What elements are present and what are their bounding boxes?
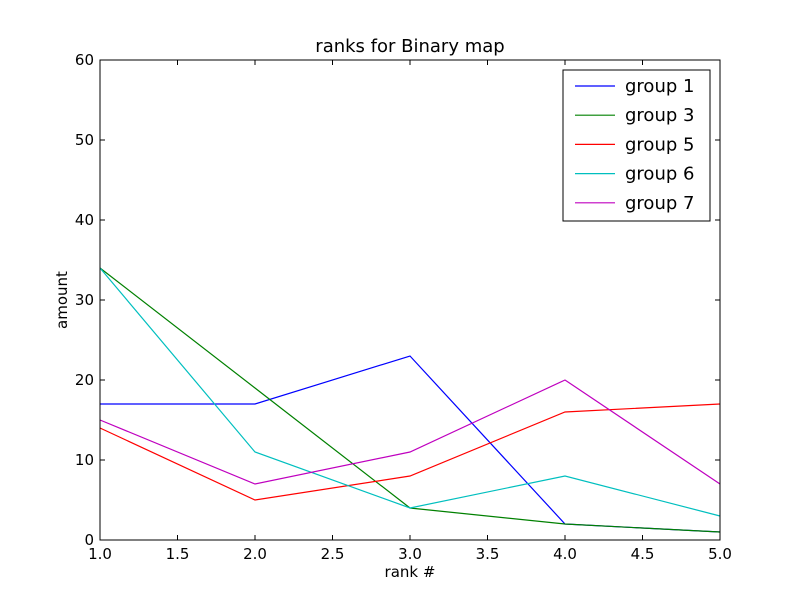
y-tick-label: 60 [75, 51, 94, 69]
series-line-1 [100, 355, 721, 533]
series-line-5 [99, 379, 721, 485]
x-tick-label: 3.0 [398, 545, 422, 563]
plot-frame [99, 59, 721, 541]
y-tick-label: 30 [75, 291, 94, 309]
y-tick-label: 10 [75, 451, 94, 469]
legend-label-5: group 7 [625, 193, 694, 214]
chart-title: ranks for Binary map [315, 36, 504, 57]
x-tick-label: 4.0 [553, 545, 577, 563]
y-tick-label: 0 [84, 531, 94, 549]
y-axis-title: amount [53, 271, 71, 329]
legend: group 1 group 3 group 5 group 6 group 7 [562, 69, 711, 222]
legend-label-3: group 5 [625, 134, 694, 155]
legend-label-1: group 1 [625, 76, 694, 97]
y-tick-label: 50 [75, 131, 94, 149]
ticks-layer: 1.0 1.5 2.0 2.5 3.0 3.5 4.0 4.5 5.0 0 10 20 30 40 50 60 [75, 51, 732, 563]
series-line-4 [99, 267, 721, 517]
x-tick-label: 5.0 [708, 545, 732, 563]
x-tick-label: 2.5 [321, 545, 345, 563]
legend-label-4: group 6 [625, 164, 694, 185]
x-axis-title: rank # [385, 563, 436, 581]
series-line-3 [99, 403, 721, 501]
series-layer [99, 267, 721, 533]
legend-box [562, 69, 711, 222]
x-tick-label: 3.5 [476, 545, 500, 563]
x-tick-label: 2.0 [243, 545, 267, 563]
x-tick-label: 4.5 [631, 545, 655, 563]
x-tick-label: 1.0 [88, 545, 112, 563]
y-tick-label: 20 [75, 371, 94, 389]
y-tick-label: 40 [75, 211, 94, 229]
legend-label-2: group 3 [625, 105, 694, 126]
x-tick-label: 1.5 [166, 545, 190, 563]
